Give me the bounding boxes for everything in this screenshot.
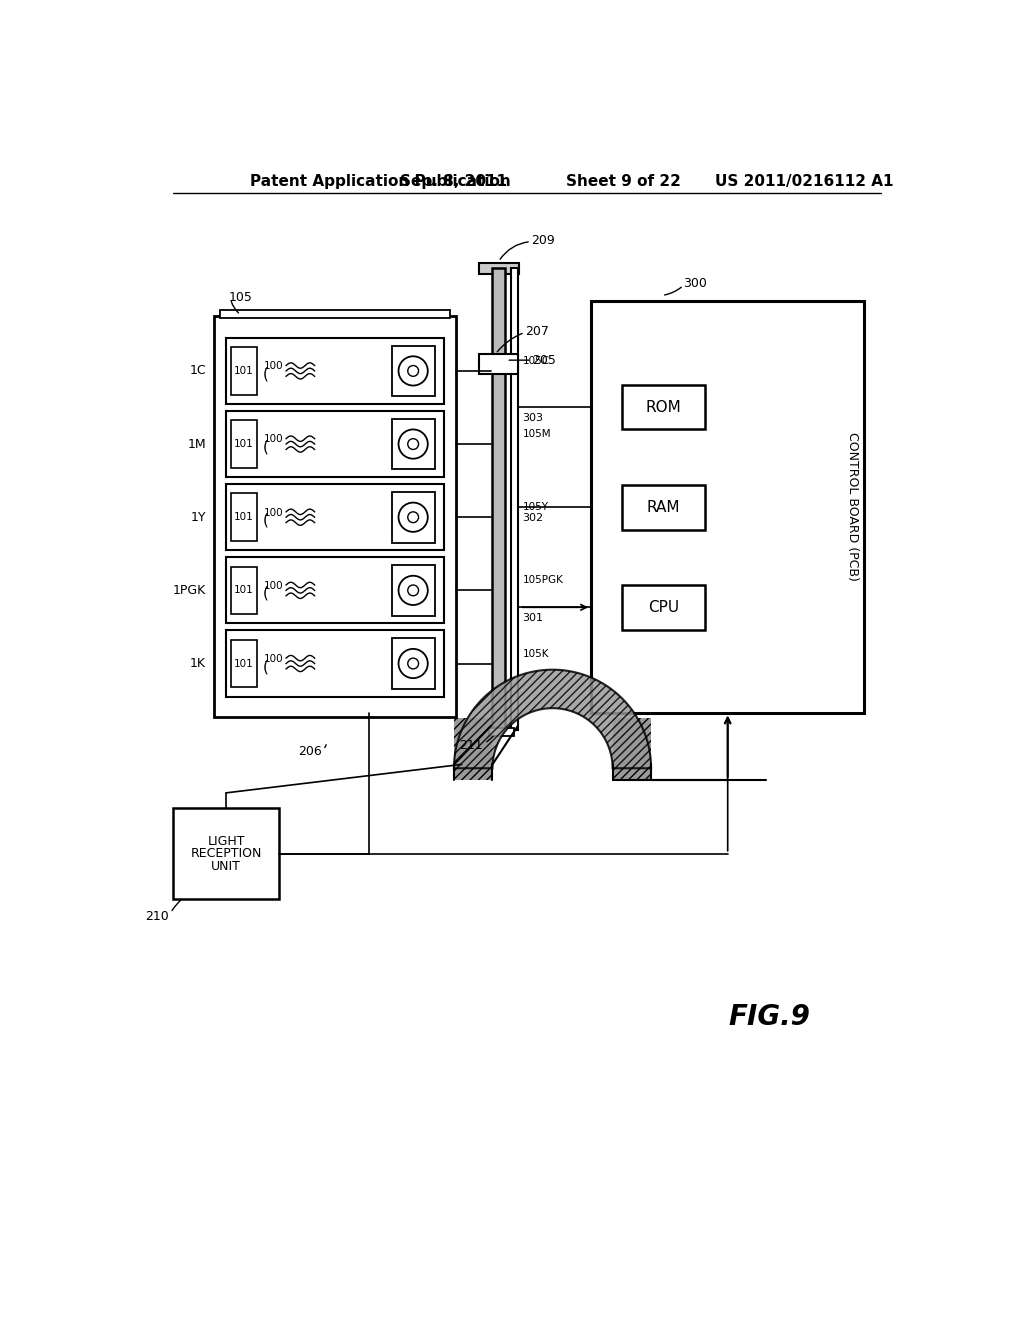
Polygon shape [454, 669, 651, 768]
Bar [488, 729, 514, 737]
Bar [230, 420, 257, 469]
Text: (: ( [262, 586, 268, 601]
Text: 210: 210 [145, 909, 169, 923]
Text: Patent Application Publication: Patent Application Publication [250, 174, 511, 189]
Text: 206: 206 [298, 744, 322, 758]
Text: CONTROL BOARD (PCB): CONTROL BOARD (PCB) [846, 433, 858, 581]
Text: 105C: 105C [522, 356, 550, 366]
Bar [391, 638, 435, 689]
Text: 100: 100 [264, 581, 284, 591]
Bar [622, 585, 705, 630]
Text: 1M: 1M [187, 437, 206, 450]
Text: 105PGK: 105PGK [522, 576, 563, 585]
Text: 105Y: 105Y [522, 502, 549, 512]
Bar [622, 484, 705, 529]
Bar [391, 346, 435, 396]
Text: FIG.9: FIG.9 [729, 1003, 811, 1031]
Text: (: ( [262, 659, 268, 675]
Text: 101: 101 [233, 366, 254, 376]
Bar [220, 310, 451, 318]
Bar [214, 317, 457, 717]
Bar [391, 418, 435, 470]
Bar [226, 631, 444, 697]
Text: 101: 101 [233, 659, 254, 668]
Bar [230, 347, 257, 395]
Bar [391, 565, 435, 615]
Text: US 2011/0216112 A1: US 2011/0216112 A1 [715, 174, 894, 189]
Bar [612, 718, 651, 780]
Text: RAM: RAM [646, 500, 680, 515]
Text: 105: 105 [229, 290, 253, 304]
Text: 207: 207 [524, 325, 549, 338]
Text: 300: 300 [683, 277, 708, 289]
Bar [173, 808, 280, 899]
Bar [226, 557, 444, 623]
Text: (: ( [262, 367, 268, 381]
Text: RECEPTION: RECEPTION [190, 847, 262, 861]
Bar [478, 263, 519, 275]
Bar [478, 354, 518, 374]
Text: UNIT: UNIT [211, 859, 241, 873]
Text: 301: 301 [522, 612, 544, 623]
Bar [230, 640, 257, 688]
Text: 209: 209 [531, 234, 555, 247]
Text: Sep. 8, 2011: Sep. 8, 2011 [400, 174, 508, 189]
Text: (: ( [262, 440, 268, 454]
Bar [230, 566, 257, 614]
Text: 101: 101 [233, 512, 254, 523]
Text: (: ( [262, 512, 268, 528]
Text: 211: 211 [460, 739, 483, 751]
Text: 1C: 1C [189, 364, 206, 378]
Bar [622, 385, 705, 429]
Bar [391, 492, 435, 543]
Text: ROM: ROM [645, 400, 681, 414]
Text: 105M: 105M [522, 429, 551, 440]
Text: 1K: 1K [190, 657, 206, 671]
Text: 105K: 105K [522, 648, 549, 659]
Text: Sheet 9 of 22: Sheet 9 of 22 [566, 174, 681, 189]
Text: 1Y: 1Y [190, 511, 206, 524]
Bar [511, 268, 518, 730]
Text: 302: 302 [522, 513, 544, 523]
Bar [591, 301, 864, 713]
Text: 100: 100 [264, 434, 284, 445]
Bar [226, 338, 444, 404]
Bar [230, 494, 257, 541]
Bar [226, 411, 444, 478]
Text: 100: 100 [264, 508, 284, 517]
Bar [493, 268, 505, 730]
Bar [226, 484, 444, 550]
Text: 303: 303 [522, 413, 544, 422]
Text: CPU: CPU [648, 599, 679, 615]
Text: 100: 100 [264, 653, 284, 664]
Text: 205: 205 [532, 354, 556, 367]
Text: 100: 100 [264, 362, 284, 371]
Text: 101: 101 [233, 440, 254, 449]
Text: 101: 101 [233, 585, 254, 595]
Bar [454, 718, 493, 780]
Text: 1PGK: 1PGK [173, 583, 206, 597]
Text: LIGHT: LIGHT [207, 834, 245, 847]
